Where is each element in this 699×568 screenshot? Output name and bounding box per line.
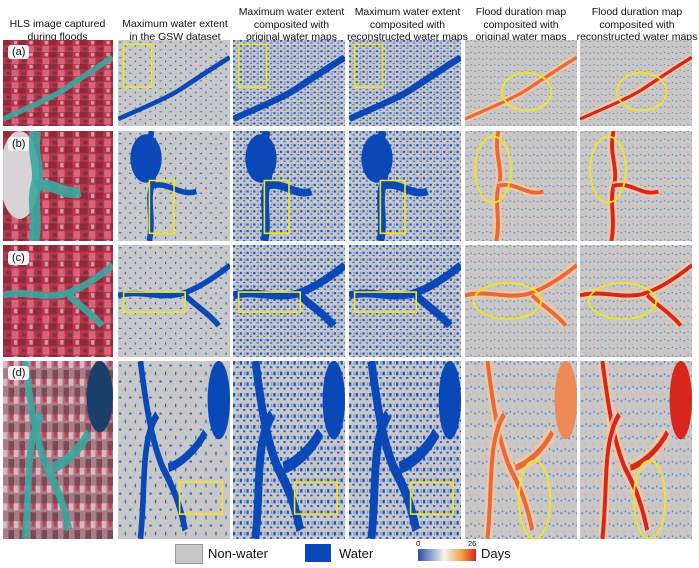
row-label-c: (c) xyxy=(8,251,29,265)
panel-c-duration-reconstructed xyxy=(580,245,692,357)
panel-image xyxy=(118,40,230,126)
row-label-d: (d) xyxy=(8,366,30,380)
legend-days-colorbar xyxy=(418,549,476,561)
panel-d-duration-reconstructed xyxy=(580,361,692,539)
panel-a-extent-reconstructed xyxy=(349,40,461,126)
legend-days-min: 0 xyxy=(416,539,421,548)
panel-image xyxy=(233,40,345,126)
panel-c-duration-original xyxy=(465,245,577,357)
panel-b-extent-reconstructed xyxy=(349,131,461,241)
panel-b-duration-reconstructed xyxy=(580,131,692,241)
legend-nonwater-swatch xyxy=(175,544,203,564)
panel-image xyxy=(580,131,692,241)
panel-image xyxy=(465,361,577,539)
column-header-line: Maximum water extent xyxy=(354,6,461,18)
panel-image xyxy=(349,361,461,539)
legend-days-max: 26 xyxy=(468,539,477,548)
legend-water-label: Water xyxy=(339,546,374,561)
column-header-gsw: Maximum water extent in the GSW dataset xyxy=(115,18,235,43)
panel-image xyxy=(233,245,345,357)
panel-d-extent-original xyxy=(233,361,345,539)
panel-image xyxy=(465,245,577,357)
panel-image xyxy=(3,361,113,539)
panel-d-extent-reconstructed xyxy=(349,361,461,539)
column-header-hls: HLS image captured during floods xyxy=(0,18,115,43)
panel-image xyxy=(349,245,461,357)
panel-image xyxy=(118,245,230,357)
panel-d-duration-original xyxy=(465,361,577,539)
panel-image xyxy=(465,40,577,126)
panel-image xyxy=(233,361,345,539)
panel-b-extent-original xyxy=(233,131,345,241)
panel-image xyxy=(580,361,692,539)
column-header-extent-reconstructed: Maximum water extent composited with rec… xyxy=(345,6,470,44)
panel-a-extent-original xyxy=(233,40,345,126)
legend-days-label: Days xyxy=(481,546,511,561)
panel-image xyxy=(580,40,692,126)
panel-c-extent-reconstructed xyxy=(349,245,461,357)
panel-image xyxy=(465,131,577,241)
panel-image xyxy=(118,131,230,241)
panel-b-gsw xyxy=(118,131,230,241)
column-header-line: composited with xyxy=(483,18,559,31)
panel-c-gsw xyxy=(118,245,230,357)
row-label-b: (b) xyxy=(8,137,30,151)
panel-d-gsw xyxy=(118,361,230,539)
column-header-extent-original: Maximum water extent composited with ori… xyxy=(233,6,350,44)
panel-b-duration-original xyxy=(465,131,577,241)
column-header-line: composited with xyxy=(369,18,446,31)
column-header-line: Maximum water extent xyxy=(122,18,228,30)
panel-a-gsw xyxy=(118,40,230,126)
column-header-line: composited with xyxy=(599,18,675,31)
panel-image xyxy=(349,40,461,126)
panel-a-duration-original xyxy=(465,40,577,126)
column-header-line: composited with xyxy=(253,18,330,31)
panel-image xyxy=(118,361,230,539)
column-header-line: Maximum water extent xyxy=(238,6,345,18)
column-header-line: in the GSW dataset xyxy=(129,30,221,43)
row-label-a: (a) xyxy=(8,45,30,59)
panel-image xyxy=(349,131,461,241)
panel-image xyxy=(233,131,345,241)
column-header-line: HLS image captured xyxy=(9,18,106,30)
legend-water-swatch xyxy=(305,544,331,562)
column-header-duration-original: Flood duration map composited with origi… xyxy=(462,6,580,44)
panel-a-duration-reconstructed xyxy=(580,40,692,126)
column-header-duration-reconstructed: Flood duration map composited with recon… xyxy=(575,6,699,44)
panel-image xyxy=(580,245,692,357)
panel-d-hls xyxy=(3,361,113,539)
legend-nonwater-label: Non-water xyxy=(208,546,268,561)
column-header-line: Flood duration map xyxy=(475,6,567,18)
panel-c-extent-original xyxy=(233,245,345,357)
column-header-line: Flood duration map xyxy=(591,6,683,18)
column-header-line: during floods xyxy=(27,30,88,43)
